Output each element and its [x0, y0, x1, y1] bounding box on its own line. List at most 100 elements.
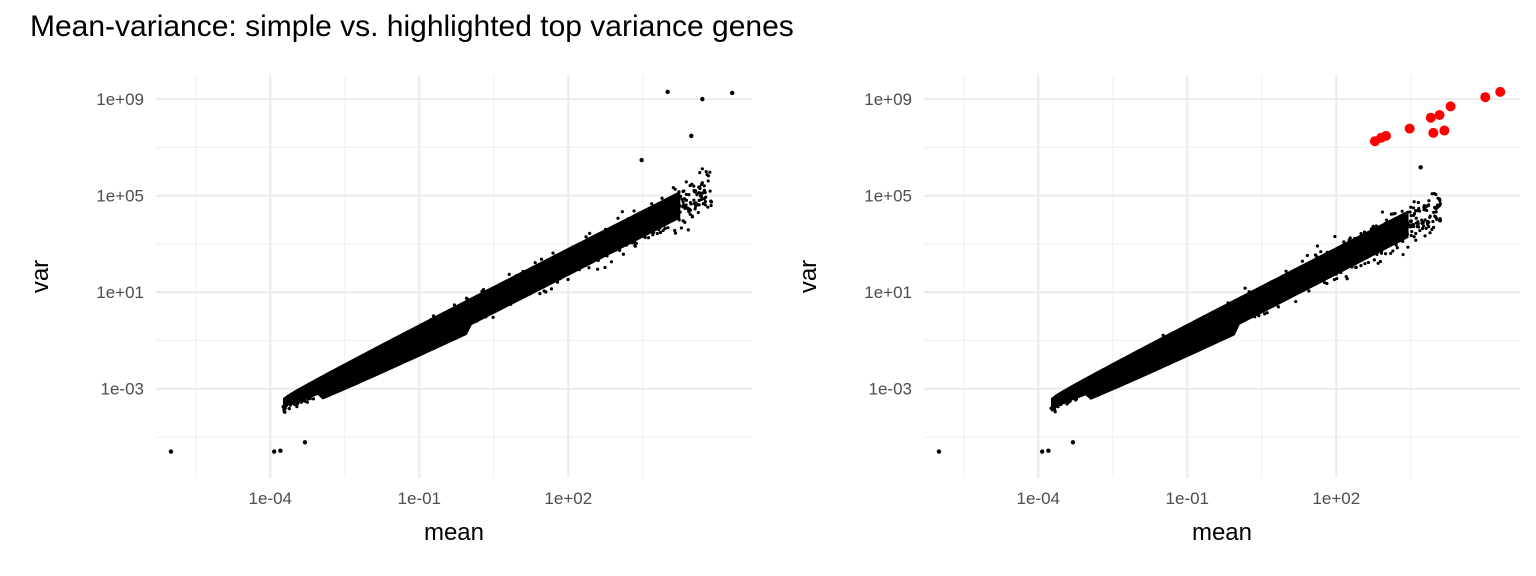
data-point: [1306, 281, 1310, 285]
y-tick-label: 1e+05: [96, 187, 144, 206]
data-point: [1102, 377, 1106, 381]
data-point: [584, 244, 589, 248]
data-point: [539, 267, 543, 271]
data-point: [467, 317, 471, 321]
data-point: [321, 379, 325, 383]
data-point: [1131, 368, 1135, 372]
data-point: [491, 315, 495, 319]
data-point: [521, 281, 525, 285]
data-point: [1345, 258, 1349, 263]
data-point: [1371, 249, 1375, 253]
data-point: [1143, 356, 1148, 361]
data-point: [302, 440, 308, 445]
data-point: [1232, 302, 1236, 306]
data-point: [552, 269, 556, 274]
data-point: [1315, 271, 1319, 275]
data-point: [1263, 312, 1267, 316]
data-point: [1401, 231, 1405, 236]
data-point: [563, 271, 567, 276]
data-point: [404, 332, 408, 336]
data-point: [1323, 265, 1327, 270]
data-point: [477, 300, 481, 305]
y-axis-title: var: [795, 260, 822, 293]
data-point: [1409, 219, 1413, 223]
data-point: [1189, 347, 1193, 351]
data-point: [560, 252, 564, 256]
data-point: [1295, 267, 1300, 271]
data-point: [1283, 289, 1287, 293]
data-point: [1349, 257, 1353, 261]
data-point: [1432, 191, 1437, 196]
data-point: [503, 303, 507, 307]
data-point: [333, 379, 337, 383]
data-point: [678, 204, 682, 208]
data-point: [704, 195, 708, 199]
data-point: [1329, 253, 1333, 257]
data-point: [1361, 244, 1365, 248]
data-point: [1336, 256, 1341, 260]
data-point: [1370, 244, 1374, 248]
data-point: [1329, 264, 1333, 269]
data-point: [1206, 329, 1210, 334]
data-point: [388, 359, 392, 364]
data-point: [1053, 403, 1057, 408]
data-point: [1433, 214, 1438, 219]
data-point: [557, 256, 561, 261]
data-point: [1261, 300, 1265, 304]
data-point: [1315, 274, 1319, 278]
data-point: [1078, 390, 1082, 395]
data-point: [311, 388, 315, 392]
data-point: [381, 349, 385, 353]
data-point: [168, 449, 174, 454]
data-point: [637, 211, 642, 215]
data-point: [1253, 302, 1257, 306]
data-point: [1404, 223, 1409, 227]
data-point: [681, 200, 685, 204]
data-point: [1088, 390, 1092, 394]
data-point: [418, 334, 422, 338]
data-point: [348, 368, 352, 372]
data-point: [1278, 284, 1282, 288]
data-point: [667, 210, 672, 214]
data-point: [565, 268, 569, 272]
data-point: [1166, 347, 1170, 352]
data-point: [1342, 240, 1346, 244]
data-point: [1277, 279, 1281, 284]
y-tick-label: 1e-03: [869, 380, 912, 399]
data-point: [509, 302, 513, 306]
data-point: [473, 316, 478, 320]
data-point: [1248, 306, 1253, 310]
data-point: [698, 185, 702, 189]
data-point: [466, 324, 470, 328]
data-point: [1383, 221, 1387, 226]
data-point: [1435, 217, 1439, 221]
data-point: [379, 357, 383, 361]
data-point: [1393, 222, 1398, 227]
data-point: [429, 334, 433, 339]
data-point: [1053, 398, 1057, 402]
data-point: [614, 248, 618, 252]
data-point: [469, 304, 474, 308]
data-point: [1340, 260, 1345, 264]
data-point: [620, 210, 624, 214]
data-point: [1267, 291, 1271, 295]
data-point: [532, 273, 536, 277]
data-point: [1282, 283, 1286, 287]
data-point: [627, 233, 631, 237]
data-point: [1255, 293, 1259, 297]
data-point: [1222, 329, 1226, 333]
data-point: [1168, 343, 1172, 347]
data-point: [702, 189, 707, 193]
data-point: [1322, 254, 1326, 258]
data-point: [1168, 349, 1173, 353]
data-point: [475, 319, 479, 323]
data-point: [1273, 284, 1277, 289]
data-point: [615, 228, 619, 232]
data-point: [1190, 325, 1194, 329]
data-point: [1272, 294, 1276, 299]
data-point: [343, 375, 347, 379]
data-point: [1161, 333, 1165, 337]
data-point: [645, 212, 649, 216]
data-point: [1092, 386, 1097, 391]
data-point: [1186, 335, 1190, 339]
